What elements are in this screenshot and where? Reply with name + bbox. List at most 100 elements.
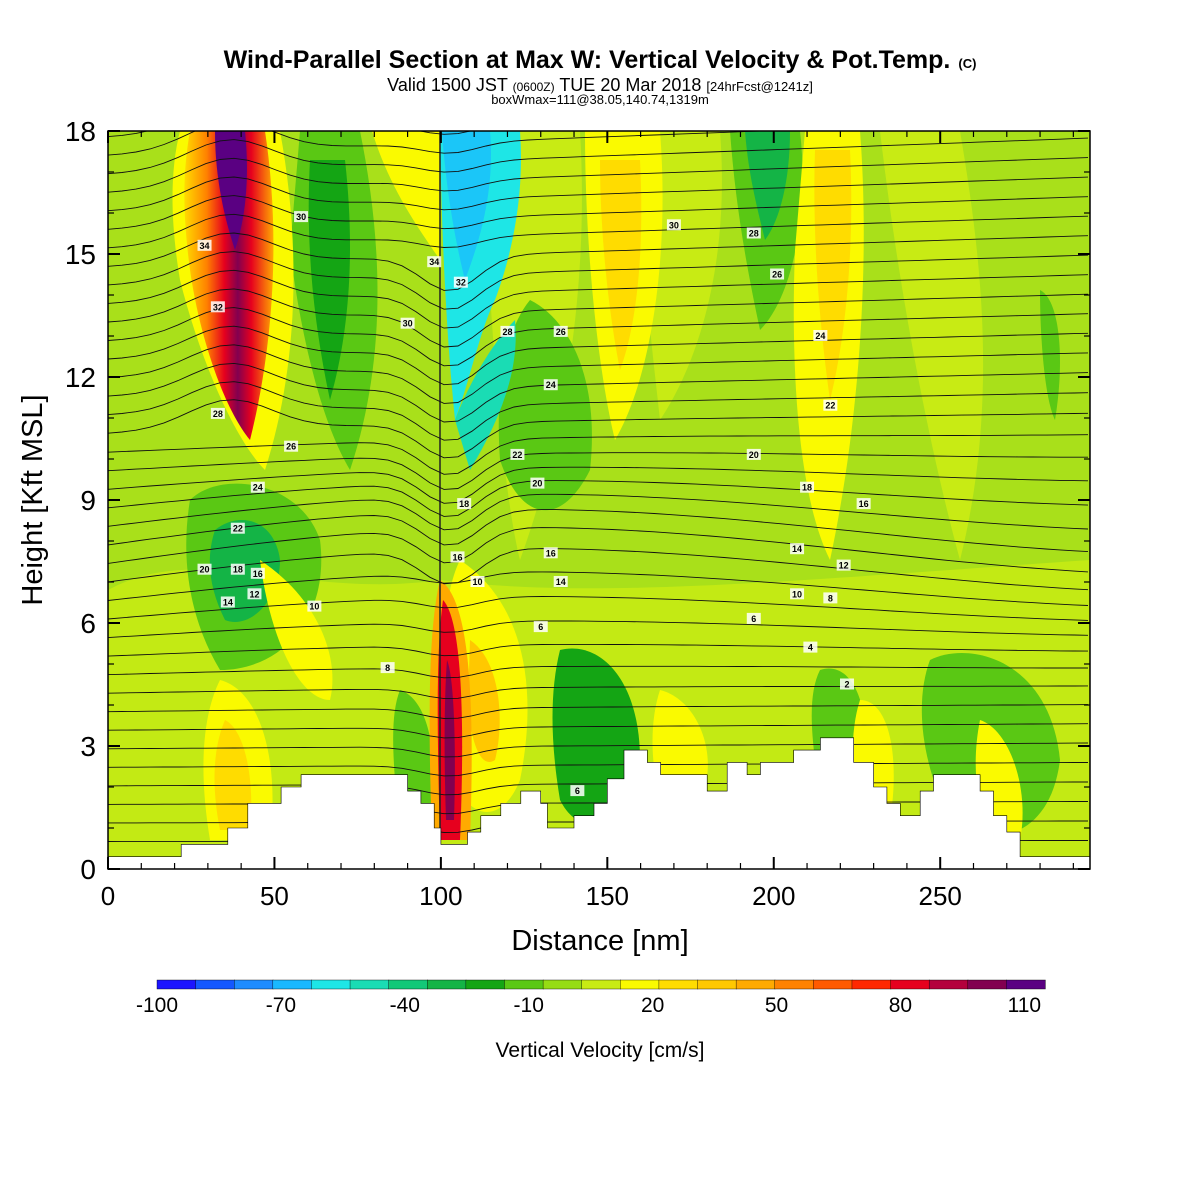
colorbar-swatch [967, 979, 1007, 990]
svg-text:14: 14 [223, 598, 233, 608]
theta-label: 24 [813, 330, 828, 341]
colorbar-swatch [349, 979, 390, 990]
colorbar-ticks: -100 -70 -40 -10 20 50 80 110 [136, 994, 1041, 1017]
svg-text:24: 24 [253, 483, 263, 493]
colorbar-swatch [234, 979, 274, 990]
theta-label: 28 [746, 227, 761, 239]
svg-text:12: 12 [249, 589, 259, 599]
colorbar-swatch [851, 979, 892, 990]
upper-downdraft-core [442, 131, 491, 280]
svg-text:16: 16 [859, 499, 869, 509]
colorbar-tick-label: -70 [266, 994, 296, 1017]
theta-label: 4 [803, 641, 818, 653]
colorbar-tick-label: 80 [889, 994, 912, 1017]
svg-text:18: 18 [459, 499, 469, 509]
theta-label: 30 [666, 219, 681, 231]
theta-contour [108, 480, 1089, 517]
svg-text:22: 22 [512, 450, 522, 460]
svg-text:26: 26 [556, 327, 566, 337]
colorbar-swatch [620, 979, 660, 990]
theta-contour [108, 195, 1089, 230]
theta-contour [108, 288, 1089, 348]
colorbar-label: Vertical Velocity [cm/s] [496, 1039, 705, 1062]
theta-contour [108, 620, 1089, 639]
theta-contour [108, 762, 1088, 777]
upper-updraft [184, 131, 274, 440]
colorbar-swatch [427, 979, 467, 990]
y-tick-label: 12 [65, 362, 96, 393]
theta-label: 8 [380, 662, 395, 674]
colorbar-swatch [581, 979, 621, 990]
theta-label: 22 [823, 399, 838, 411]
theta-contour [108, 176, 1089, 212]
y-tick-label: 0 [80, 854, 96, 885]
theta-contour [108, 434, 1089, 475]
downdraft-core [308, 160, 350, 400]
theta-contour [108, 232, 1089, 291]
x-axis: 0 50 100 150 200 250 [101, 131, 1074, 911]
theta-label: 6 [533, 621, 548, 633]
theta-contour [108, 466, 1089, 504]
svg-text:32: 32 [213, 302, 223, 312]
svg-text:6: 6 [575, 786, 580, 796]
theta-label: 22 [510, 448, 525, 460]
colorbar-swatch [542, 979, 583, 990]
svg-text:12: 12 [839, 561, 849, 571]
theta-contours [108, 131, 1089, 869]
theta-label: 6 [570, 785, 585, 797]
theta-contour [108, 493, 1089, 531]
svg-text:26: 26 [772, 270, 782, 280]
valid-time: Valid 1500 JST (0600Z) TUE 20 Mar 2018 [… [387, 75, 813, 95]
theta-label: 18 [800, 481, 815, 493]
box-info: boxWmax=111@38.05,140.74,1319m [491, 92, 709, 107]
theta-contour [108, 157, 1089, 193]
theta-contour [108, 685, 1089, 700]
theta-contour [108, 269, 1089, 329]
downdraft-band [1040, 290, 1060, 420]
theta-label: 14 [220, 596, 235, 608]
x-tick-label: 100 [419, 881, 462, 911]
svg-text:28: 28 [213, 409, 223, 419]
low-updraft-core [444, 660, 455, 820]
theta-label: 26 [770, 268, 785, 280]
theta-contour [108, 131, 772, 156]
theta-contour [108, 548, 1089, 591]
theta-contour [108, 307, 1089, 367]
x-axis-label: Distance [nm] [511, 925, 688, 957]
theta-label: 18 [457, 498, 472, 510]
colorbar-swatch [388, 979, 428, 990]
svg-text:30: 30 [669, 220, 679, 230]
colorbar-tick-label: 110 [1008, 994, 1041, 1017]
y-axis-label: Height [Kft MSL] [17, 394, 49, 605]
theta-contour [108, 213, 1089, 249]
svg-text:34: 34 [200, 241, 210, 251]
theta-label: 10 [790, 588, 805, 600]
chart-title: Wind-Parallel Section at Max W: Vertical… [224, 46, 977, 74]
theta-label: 16 [450, 551, 465, 563]
theta-label: 2 [839, 678, 854, 690]
theta-label: 10 [307, 600, 322, 612]
theta-label: 24 [250, 481, 265, 493]
theta-label: 16 [543, 547, 558, 559]
colorbar-swatch [311, 979, 351, 990]
theta-label: 26 [553, 325, 568, 337]
x-tick-label: 0 [101, 881, 115, 911]
colorbar-tick-label: 50 [765, 994, 788, 1017]
svg-text:10: 10 [309, 602, 319, 612]
theta-label: 20 [197, 563, 212, 575]
theta-contour [108, 527, 1089, 573]
theta-contour [108, 596, 1089, 621]
theta-label: 18 [230, 563, 245, 575]
colorbar-swatch [774, 979, 814, 990]
updraft-band [372, 131, 440, 260]
theta-contour [108, 137, 1089, 175]
svg-text:30: 30 [296, 212, 306, 222]
y-tick-label: 6 [80, 608, 96, 639]
colorbar-swatch [195, 979, 235, 990]
theta-contour [108, 643, 1089, 657]
svg-text:14: 14 [792, 544, 802, 554]
theta-label: 16 [250, 567, 265, 579]
terrain [108, 737, 1090, 869]
colorbar-swatch [465, 979, 506, 990]
colorbar-tick-label: -100 [136, 994, 178, 1017]
